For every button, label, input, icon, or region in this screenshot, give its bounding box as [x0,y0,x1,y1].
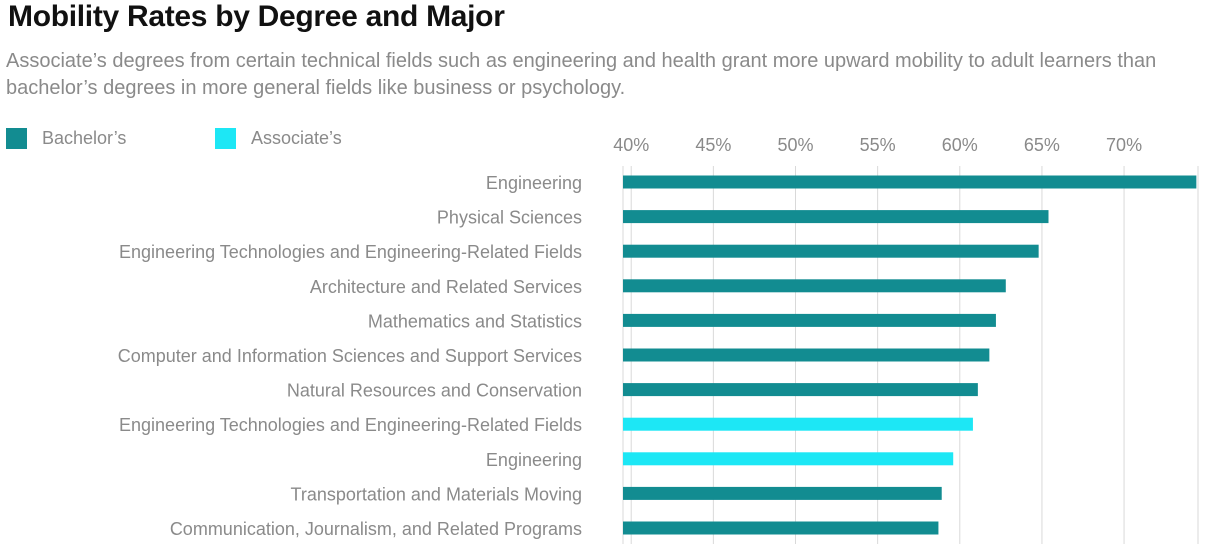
bar [623,383,978,397]
x-tick-label: 70% [1106,135,1142,155]
category-label: Physical Sciences [437,208,582,228]
category-label: Engineering [486,173,582,193]
x-tick-label: 55% [860,135,896,155]
legend-item-bachelors: Bachelor’s [6,128,126,149]
x-tick-label: 45% [695,135,731,155]
chart-subtitle: Associate’s degrees from certain technic… [6,50,1157,99]
bar [623,417,973,431]
bar [623,452,954,466]
x-tick-label: 40% [613,135,649,155]
legend-swatch-bachelors [6,128,27,149]
legend-label-bachelors: Bachelor’s [42,128,127,148]
bar [623,175,1197,189]
x-tick-label: 60% [942,135,978,155]
category-label: Natural Resources and Conservation [287,381,582,401]
category-label: Engineering Technologies and Engineering… [119,242,582,262]
legend-swatch-associates [215,128,236,149]
category-label: Transportation and Materials Moving [291,484,582,504]
category-label: Computer and Information Sciences and Su… [118,346,582,366]
category-label: Engineering Technologies and Engineering… [119,415,582,435]
bar [623,210,1049,224]
bar [623,521,939,535]
chart-title: Mobility Rates by Degree and Major [8,0,505,33]
category-label: Communication, Journalism, and Related P… [170,519,582,539]
x-tick-label: 65% [1024,135,1060,155]
legend-item-associates: Associate’s [215,128,342,149]
legend-label-associates: Associate’s [251,128,342,148]
bar [623,486,942,500]
bar [623,348,990,362]
x-tick-label: 50% [777,135,813,155]
category-label: Mathematics and Statistics [368,311,582,331]
bar [623,313,996,327]
category-label: Architecture and Related Services [310,277,582,297]
category-label: Engineering [486,450,582,470]
bar [623,279,1006,293]
bar [623,244,1039,258]
